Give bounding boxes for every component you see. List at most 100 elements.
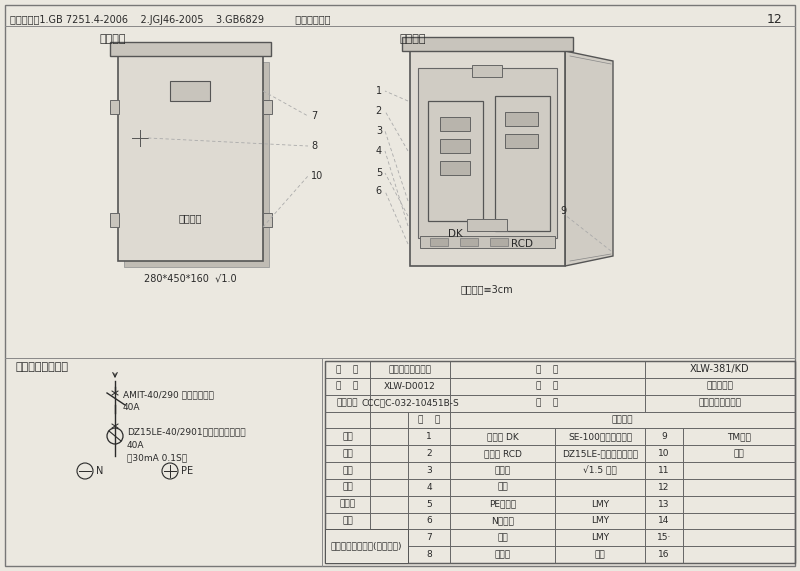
- Bar: [170, 81, 210, 101]
- Bar: [555, 496, 645, 513]
- Bar: [110, 42, 271, 56]
- Bar: [325, 462, 370, 479]
- Text: 试验报告: 试验报告: [337, 399, 358, 408]
- Text: 7: 7: [311, 111, 318, 121]
- Bar: [645, 529, 683, 546]
- Bar: [645, 361, 795, 378]
- Bar: [450, 395, 645, 412]
- Text: 3: 3: [376, 126, 382, 136]
- Text: 标牌: 标牌: [497, 533, 508, 542]
- Text: 照明开关箱: 照明开关箱: [706, 382, 734, 391]
- Bar: [555, 479, 645, 496]
- Bar: [325, 361, 370, 378]
- Text: 审核: 审核: [342, 482, 353, 492]
- Bar: [325, 361, 795, 563]
- Bar: [408, 428, 450, 445]
- Bar: [370, 395, 450, 412]
- Text: N: N: [96, 466, 103, 476]
- Bar: [430, 238, 448, 246]
- Bar: [410, 51, 565, 266]
- Bar: [440, 161, 470, 175]
- Bar: [370, 412, 408, 428]
- Text: 7: 7: [426, 533, 432, 542]
- Text: 12: 12: [766, 13, 782, 26]
- Text: 防雨: 防雨: [594, 550, 606, 559]
- Text: PE线端子: PE线端子: [489, 500, 516, 509]
- Bar: [402, 37, 573, 51]
- Text: 5: 5: [376, 168, 382, 178]
- Bar: [555, 513, 645, 529]
- Bar: [645, 445, 683, 462]
- Bar: [555, 462, 645, 479]
- Bar: [645, 428, 683, 445]
- Bar: [370, 445, 408, 462]
- Text: 用    途: 用 途: [536, 399, 558, 408]
- Bar: [110, 213, 119, 227]
- Text: 10: 10: [311, 171, 323, 181]
- Bar: [263, 100, 272, 114]
- Bar: [450, 496, 555, 513]
- Text: 设计: 设计: [342, 432, 353, 441]
- Bar: [472, 65, 502, 77]
- Text: 15·: 15·: [657, 533, 671, 542]
- Text: 哈尔滨市龙瑞电气(成套设备): 哈尔滨市龙瑞电气(成套设备): [330, 542, 402, 550]
- Bar: [408, 412, 450, 428]
- Bar: [418, 68, 557, 238]
- Bar: [370, 378, 450, 395]
- Text: DK: DK: [448, 229, 462, 239]
- Text: 名    称: 名 称: [336, 365, 358, 374]
- Bar: [450, 462, 555, 479]
- Bar: [408, 546, 450, 563]
- Text: 6: 6: [426, 516, 432, 525]
- Bar: [124, 62, 269, 267]
- Bar: [495, 96, 550, 231]
- Bar: [490, 238, 508, 246]
- Text: 压把锁: 压把锁: [494, 550, 510, 559]
- Bar: [370, 428, 408, 445]
- Bar: [467, 219, 507, 231]
- Bar: [450, 361, 645, 378]
- Text: 5: 5: [426, 500, 432, 509]
- Text: 4: 4: [426, 482, 432, 492]
- Bar: [450, 412, 795, 428]
- Text: 线夹: 线夹: [497, 482, 508, 492]
- Text: XLW-381/KD: XLW-381/KD: [690, 364, 750, 375]
- Bar: [263, 213, 272, 227]
- Text: 型    号: 型 号: [536, 365, 558, 374]
- Text: XLW-D0012: XLW-D0012: [384, 382, 436, 391]
- Text: 4: 4: [376, 146, 382, 156]
- Text: 有电危险: 有电危险: [178, 213, 202, 223]
- Bar: [110, 100, 119, 114]
- Text: 12: 12: [658, 482, 670, 492]
- Text: 2: 2: [376, 106, 382, 116]
- Bar: [645, 513, 683, 529]
- Bar: [428, 101, 483, 221]
- Text: 校核: 校核: [342, 466, 353, 475]
- Bar: [645, 496, 683, 513]
- Bar: [408, 496, 450, 513]
- Bar: [683, 529, 795, 546]
- Text: AMIT-40/290 （透明空开）: AMIT-40/290 （透明空开）: [123, 391, 214, 400]
- Text: 序    号: 序 号: [418, 416, 440, 424]
- Bar: [450, 529, 555, 546]
- Bar: [370, 479, 408, 496]
- Text: RCD: RCD: [511, 239, 533, 249]
- Bar: [645, 479, 683, 496]
- Bar: [325, 546, 370, 563]
- Text: 8: 8: [426, 550, 432, 559]
- Text: 40A: 40A: [127, 440, 145, 449]
- Bar: [408, 529, 450, 546]
- Bar: [683, 445, 795, 462]
- Text: 40A: 40A: [123, 403, 141, 412]
- Text: LMY: LMY: [591, 500, 609, 509]
- Bar: [645, 462, 683, 479]
- Bar: [683, 462, 795, 479]
- Text: 装配图：: 装配图：: [400, 34, 426, 44]
- Text: 日期: 日期: [342, 516, 353, 525]
- Bar: [370, 513, 408, 529]
- Bar: [683, 546, 795, 563]
- Text: 断路器 DK: 断路器 DK: [486, 432, 518, 441]
- Bar: [325, 428, 370, 445]
- Bar: [325, 529, 408, 563]
- Polygon shape: [565, 51, 613, 266]
